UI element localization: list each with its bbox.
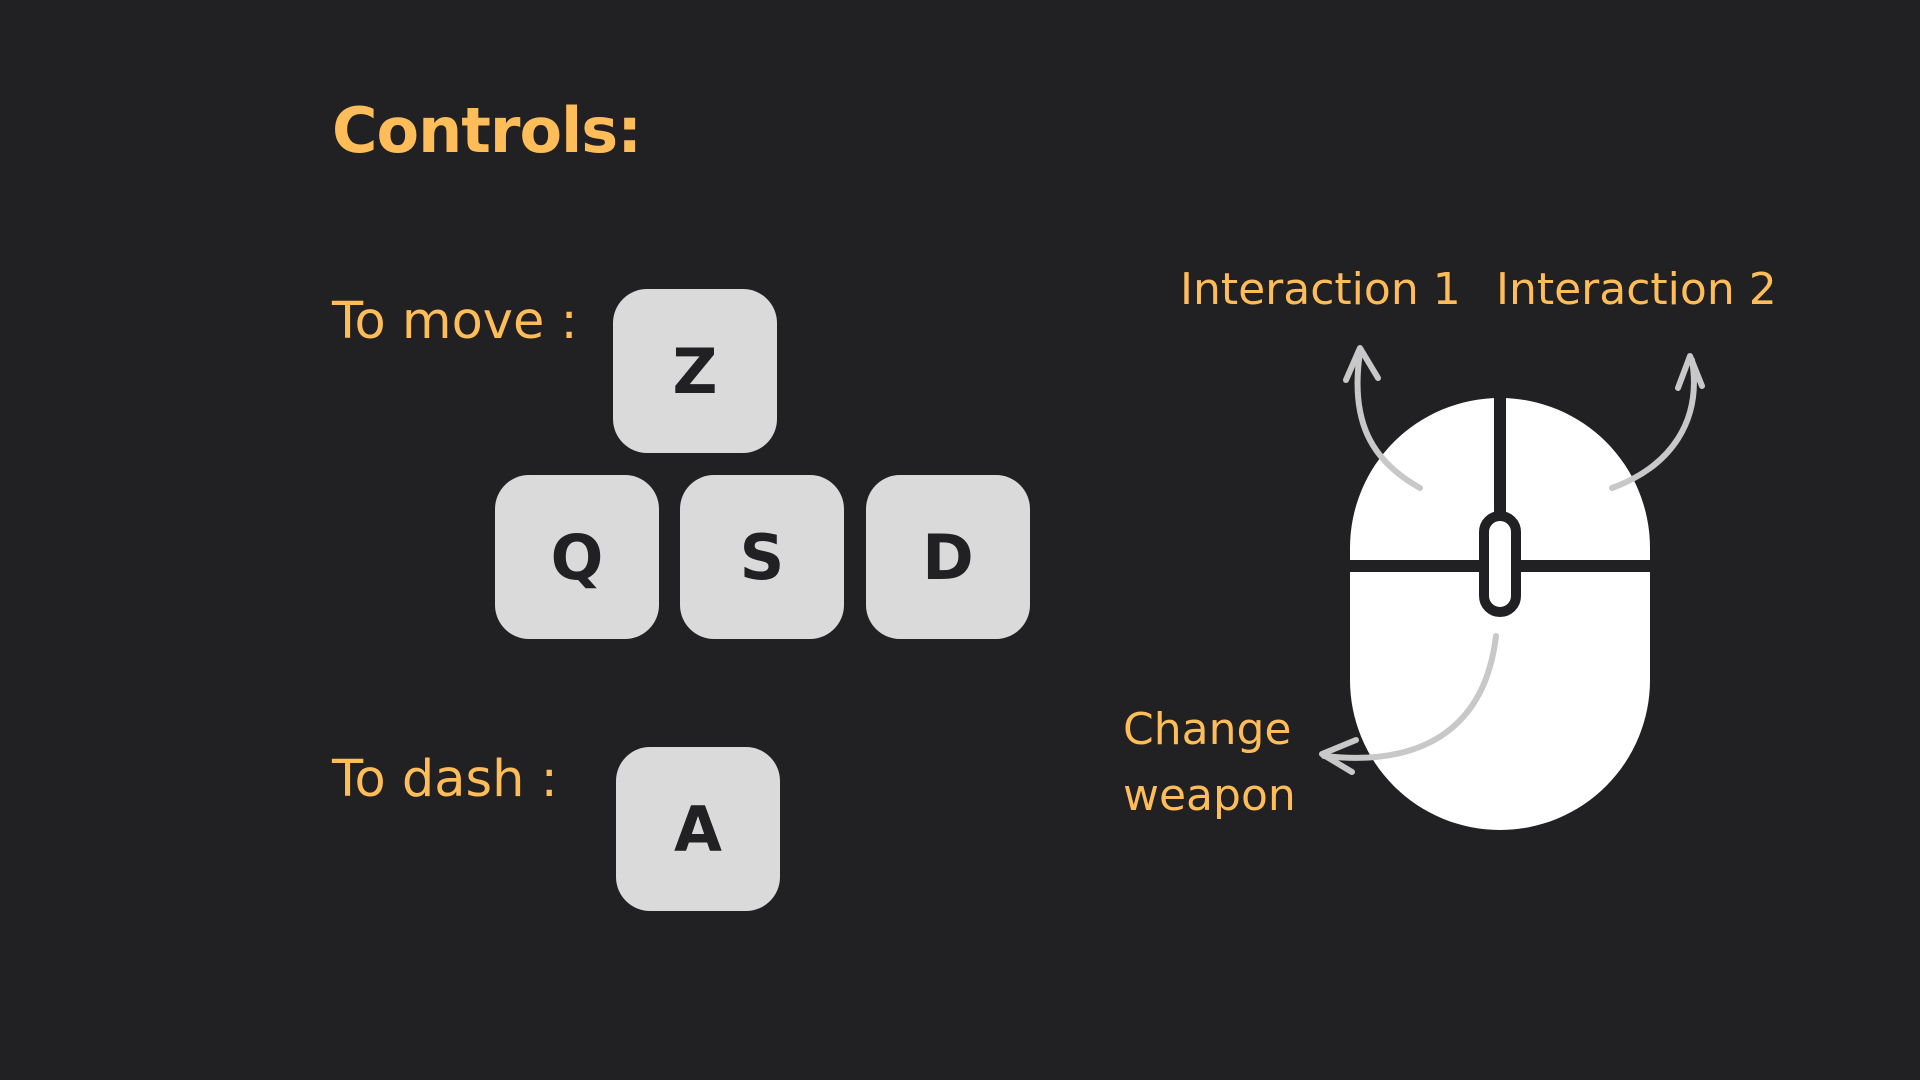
- interaction-1-label: Interaction 1: [1180, 264, 1461, 315]
- key-z: Z: [613, 289, 777, 453]
- mouse-wheel: [1479, 511, 1521, 617]
- change-weapon-label: Change weapon: [1123, 704, 1296, 821]
- mouse-icon: [1348, 396, 1652, 830]
- key-q: Q: [495, 475, 659, 639]
- page-title: Controls:: [332, 94, 642, 167]
- key-a: A: [616, 747, 780, 911]
- key-d: D: [866, 475, 1030, 639]
- key-s: S: [680, 475, 844, 639]
- move-label: To move :: [332, 292, 578, 351]
- dash-label: To dash :: [332, 750, 558, 809]
- interaction-2-label: Interaction 2: [1496, 264, 1777, 315]
